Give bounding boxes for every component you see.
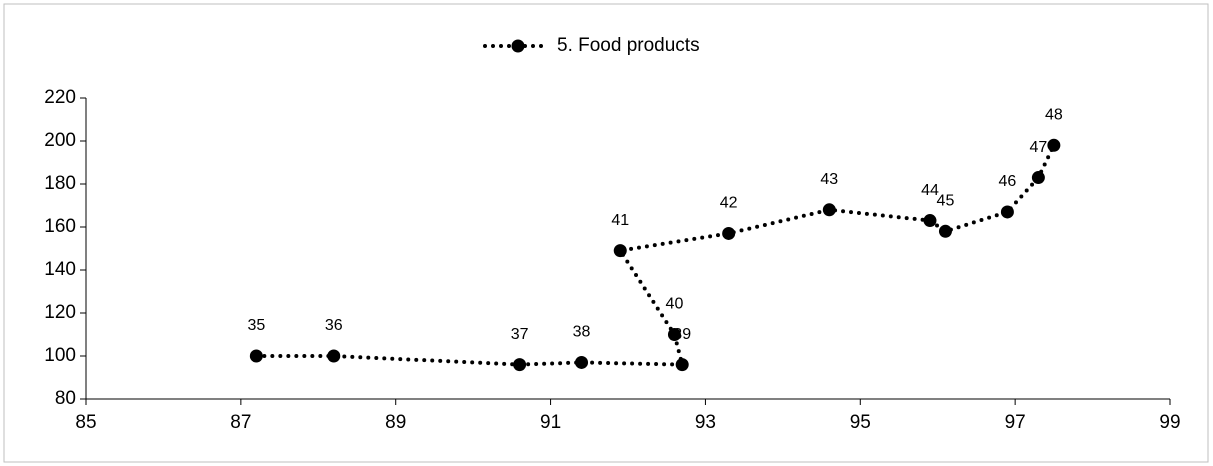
point bbox=[822, 203, 836, 217]
point-label: 35 bbox=[247, 317, 265, 334]
legend-label: 5. Food products bbox=[557, 35, 700, 56]
point bbox=[513, 358, 527, 372]
y-tick-label: 100 bbox=[44, 345, 76, 366]
point-label: 37 bbox=[511, 326, 529, 343]
y-tick-label: 180 bbox=[44, 173, 76, 194]
point bbox=[675, 358, 689, 372]
x-tick-label: 95 bbox=[850, 412, 871, 433]
x-tick-label: 99 bbox=[1159, 412, 1180, 433]
y-tick-label: 160 bbox=[44, 216, 76, 237]
point-label: 38 bbox=[573, 324, 591, 341]
x-tick-label: 87 bbox=[230, 412, 251, 433]
x-tick-label: 91 bbox=[540, 412, 561, 433]
chart-border bbox=[3, 3, 1209, 463]
point-label: 45 bbox=[937, 193, 955, 210]
point bbox=[923, 214, 937, 228]
legend-marker bbox=[511, 39, 525, 53]
point bbox=[575, 355, 589, 369]
point bbox=[1000, 205, 1014, 219]
y-tick-label: 220 bbox=[44, 87, 76, 108]
point bbox=[667, 328, 681, 341]
y-tick-label: 120 bbox=[44, 302, 76, 323]
point-label: 36 bbox=[325, 317, 343, 334]
y-tick-label: 200 bbox=[44, 130, 76, 151]
x-tick-label: 85 bbox=[75, 412, 96, 433]
x-tick-label: 93 bbox=[695, 412, 716, 433]
point bbox=[327, 349, 341, 363]
x-tick-label: 89 bbox=[385, 412, 406, 433]
x-tick-label: 97 bbox=[1005, 412, 1026, 433]
point-label: 42 bbox=[720, 195, 738, 212]
y-tick-label: 140 bbox=[44, 259, 76, 280]
point-label: 46 bbox=[999, 173, 1017, 190]
point-label: 47 bbox=[1029, 139, 1047, 156]
point bbox=[938, 224, 952, 238]
point-label: 48 bbox=[1045, 107, 1063, 124]
point-label: 41 bbox=[611, 212, 629, 229]
point bbox=[722, 226, 736, 240]
point bbox=[1031, 171, 1045, 185]
series-line bbox=[254, 143, 1056, 367]
point-label: 44 bbox=[921, 182, 939, 199]
point bbox=[1047, 138, 1061, 152]
point-label: 43 bbox=[820, 171, 838, 188]
point bbox=[249, 349, 263, 363]
y-tick-label: 80 bbox=[55, 388, 76, 409]
point-label: 40 bbox=[666, 296, 684, 313]
point bbox=[613, 244, 627, 258]
